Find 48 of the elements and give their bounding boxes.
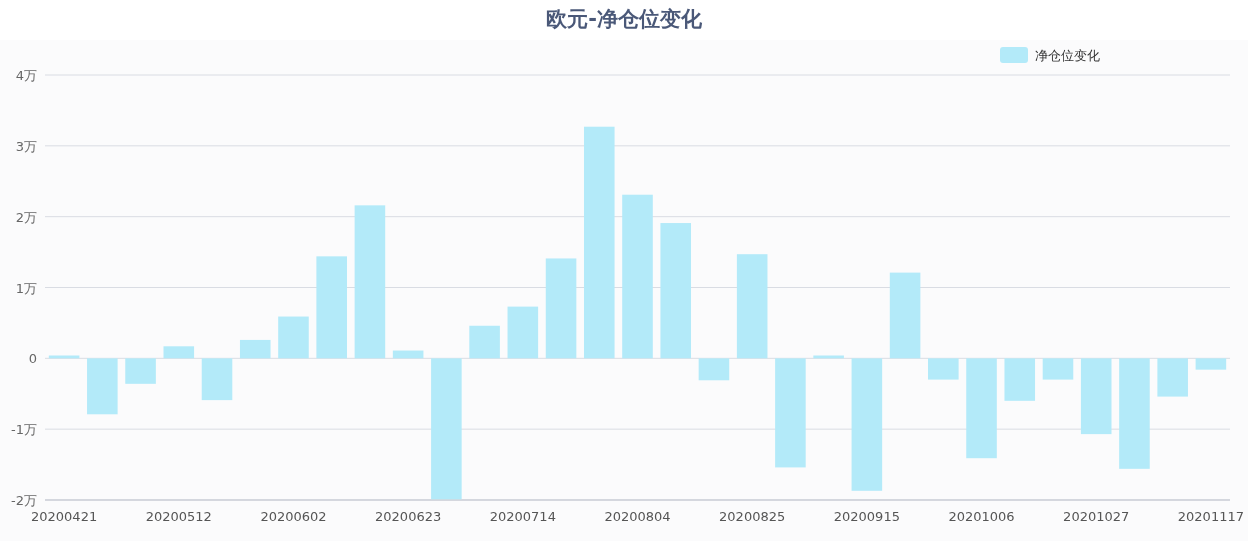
bar — [1004, 358, 1036, 401]
x-tick-label: 20201027 — [1063, 509, 1130, 524]
chart-title: 欧元-净仓位变化 — [546, 7, 703, 31]
x-tick-label: 20200602 — [260, 509, 327, 524]
bar — [1195, 358, 1227, 370]
bar — [278, 316, 309, 359]
bar — [966, 358, 997, 459]
bar — [698, 358, 730, 381]
x-tick-label: 20200804 — [604, 509, 671, 524]
bar — [87, 358, 118, 415]
bar — [239, 339, 271, 359]
bar — [1080, 358, 1112, 435]
bar — [851, 358, 883, 491]
bar — [354, 205, 386, 359]
bar — [889, 272, 921, 359]
bar — [928, 358, 959, 380]
legend-label: 净仓位变化 — [1035, 48, 1100, 63]
bar — [507, 306, 539, 359]
bar — [1042, 358, 1074, 380]
bar — [660, 223, 692, 359]
x-tick-label: 20200512 — [145, 509, 212, 524]
x-tick-label: 20200623 — [375, 509, 442, 524]
bar — [431, 358, 462, 500]
x-tick-label: 20201006 — [948, 509, 1015, 524]
y-tick-label: 3万 — [15, 138, 37, 154]
y-tick-label: 4万 — [15, 68, 37, 83]
x-tick-label: 20200421 — [31, 509, 98, 524]
bar — [469, 325, 500, 359]
x-tick-label: 20200825 — [719, 509, 786, 524]
bar — [125, 358, 156, 384]
x-tick-label: 20200915 — [833, 509, 900, 524]
x-tick-label: 20201117 — [1177, 509, 1244, 524]
y-tick-label: 2万 — [15, 209, 37, 225]
y-tick-label: 0 — [28, 351, 37, 367]
y-tick-label: 1万 — [15, 280, 37, 296]
bar — [622, 194, 653, 359]
bar — [201, 358, 233, 401]
y-tick-label: -1万 — [11, 422, 37, 438]
bar — [736, 254, 768, 359]
bar — [775, 358, 806, 468]
x-tick-label: 20200714 — [489, 509, 556, 524]
bar — [583, 126, 615, 359]
bar — [1119, 358, 1150, 469]
bar — [316, 256, 347, 359]
bar — [163, 346, 195, 359]
bar — [545, 258, 577, 359]
bar — [1157, 358, 1188, 397]
y-tick-label: -2万 — [11, 493, 37, 508]
